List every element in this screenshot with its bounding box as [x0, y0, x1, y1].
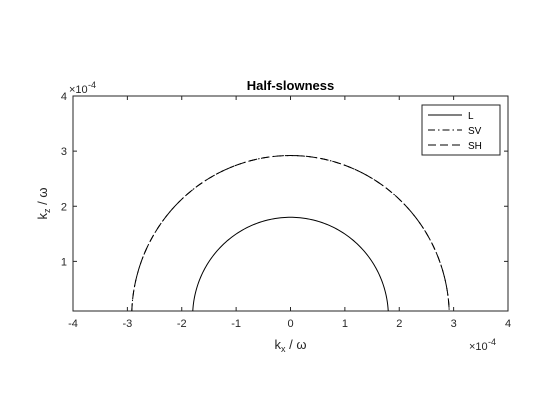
chart-title: Half-slowness [247, 78, 334, 93]
axis-ticks: -4 -3 -2 -1 0 1 2 3 4 1 2 3 4 [61, 91, 511, 330]
x-label-main: k [275, 337, 282, 352]
y-exponent-base: ×10 [69, 84, 88, 96]
x-tick-label: 3 [451, 318, 457, 330]
x-label-sub: x [281, 344, 286, 354]
x-exponent-power: -4 [488, 337, 496, 347]
legend-label: SH [468, 141, 482, 152]
x-tick-label: -2 [177, 318, 187, 330]
legend-label: SV [468, 126, 482, 137]
series-l-curve [192, 216, 389, 312]
y-tick-label: 2 [61, 201, 67, 213]
x-tick-label: -4 [68, 318, 78, 330]
y-label-main: k [35, 213, 50, 220]
x-axis-label: kx / ω [275, 337, 307, 354]
x-tick-label: -3 [122, 318, 132, 330]
legend-label: L [468, 111, 474, 122]
y-axis-label: kz / ω [35, 188, 52, 220]
x-exponent-base: ×10 [469, 341, 488, 353]
x-exponent: ×10 -4 [469, 337, 496, 353]
y-label-rest: / ω [35, 188, 50, 209]
y-tick-label: 3 [61, 146, 67, 158]
series-curves [131, 155, 450, 312]
y-tick-label: 1 [61, 256, 67, 268]
y-exponent: ×10 -4 [69, 80, 96, 96]
legend: L SV SH [421, 104, 501, 156]
x-tick-label: -1 [231, 318, 241, 330]
y-label-sub: z [42, 208, 52, 213]
x-tick-label: 2 [396, 318, 402, 330]
x-tick-label: 1 [342, 318, 348, 330]
y-tick-label: 4 [61, 91, 67, 103]
x-tick-label: 0 [287, 318, 293, 330]
svg-text:kz / ω: kz / ω [35, 188, 52, 220]
series-sh-curve [131, 155, 450, 312]
y-exponent-power: -4 [88, 80, 96, 90]
x-label-rest: / ω [286, 337, 307, 352]
x-tick-label: 4 [505, 318, 511, 330]
svg-text:kx / ω: kx / ω [275, 337, 307, 354]
